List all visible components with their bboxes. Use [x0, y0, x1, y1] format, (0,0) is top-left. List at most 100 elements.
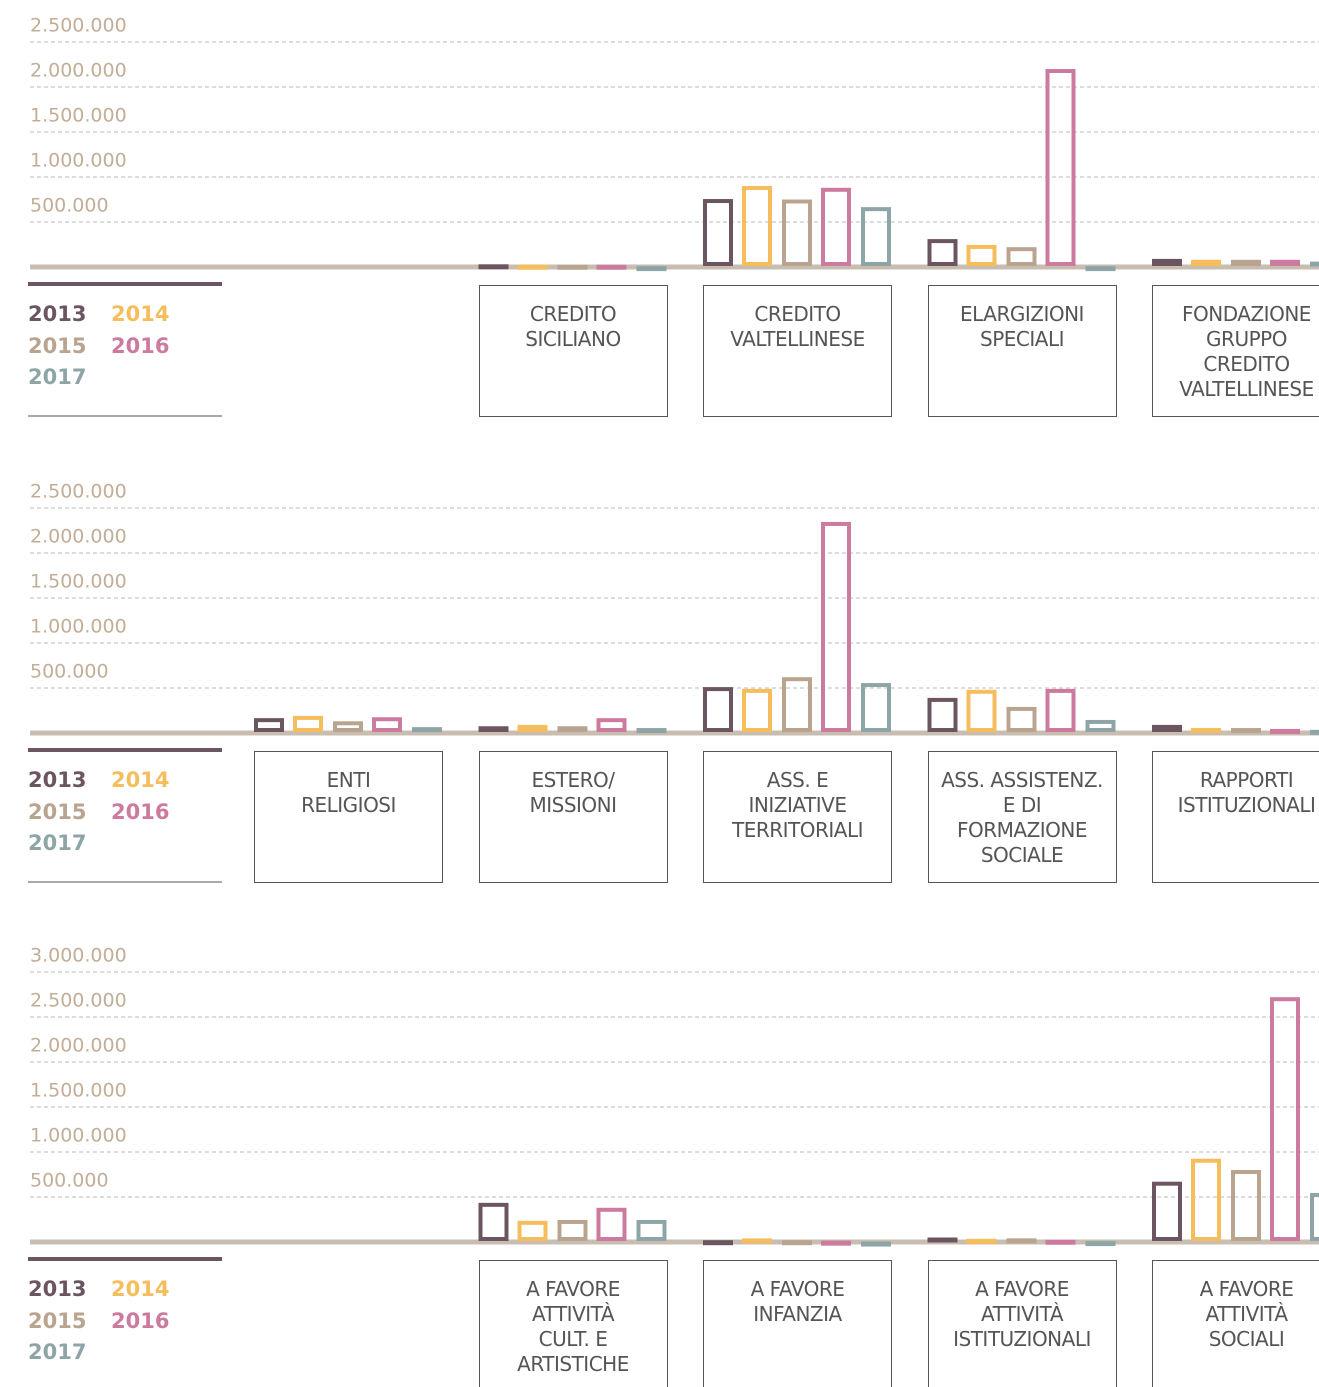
category-label: RAPPORTI ISTITUZIONALI	[1152, 751, 1319, 883]
legend-entry: 2015	[28, 800, 87, 824]
bar	[412, 727, 442, 733]
bar	[821, 1240, 851, 1246]
legend-entry: 2013	[28, 768, 87, 792]
bar	[742, 186, 772, 266]
bar	[1191, 1158, 1221, 1241]
bar	[1006, 706, 1037, 733]
bar	[517, 1220, 548, 1241]
bar	[1152, 724, 1182, 733]
legend-entry: 2015	[28, 334, 87, 358]
y-tick-label: 1.500.000	[30, 571, 127, 593]
bar	[254, 718, 284, 733]
bar	[293, 715, 323, 733]
y-tick-label: 1.000.000	[30, 150, 127, 172]
bar	[596, 264, 627, 270]
y-tick-label: 1.500.000	[30, 105, 127, 127]
bar	[742, 1238, 772, 1244]
bar	[478, 1202, 509, 1241]
legend-entry: 2015	[28, 1309, 87, 1333]
legend-entry: 2016	[111, 800, 170, 824]
bar	[1152, 258, 1182, 266]
bar	[557, 726, 588, 732]
bar	[861, 683, 891, 732]
category-label: CREDITO SICILIANO	[478, 285, 668, 417]
bar	[927, 239, 958, 267]
bar	[1045, 69, 1076, 266]
y-tick-label: 500.000	[30, 661, 109, 683]
y-tick-label: 2.500.000	[30, 15, 127, 37]
bar	[927, 697, 958, 733]
category-label: ENTI RELIGIOSI	[254, 751, 443, 883]
bar	[782, 1240, 812, 1246]
bar	[1152, 1181, 1182, 1241]
legend-entry: 2017	[28, 831, 87, 855]
bar	[1006, 1238, 1037, 1244]
bar	[782, 677, 812, 733]
bar	[1191, 259, 1221, 266]
category-label: ASS. ASSISTENZ. E DI FORMAZIONE SOCIALE	[927, 751, 1117, 883]
legend-entry: 2014	[111, 1277, 170, 1301]
bar	[1045, 688, 1076, 733]
legend-entry: 2013	[28, 1277, 87, 1301]
bar	[703, 1240, 733, 1246]
bar	[478, 264, 509, 270]
bar	[966, 244, 997, 266]
bar	[782, 199, 812, 266]
bar	[636, 728, 667, 734]
legend-entry: 2014	[111, 302, 170, 326]
bar	[1310, 261, 1319, 267]
category-label: ASS. E INIZIATIVE TERRITORIALI	[703, 751, 892, 883]
category-label: A FAVORE INFANZIA	[703, 1260, 892, 1387]
legend-entry: 2014	[111, 768, 170, 792]
category-label: A FAVORE ATTIVITÀ ISTITUZIONALI	[927, 1260, 1117, 1387]
category-label: A FAVORE ATTIVITÀ CULT. E ARTISTICHE	[478, 1260, 668, 1387]
y-tick-label: 2.000.000	[30, 526, 127, 548]
category-label: CREDITO VALTELLINESE	[703, 285, 892, 417]
bar	[1045, 1239, 1076, 1245]
bar	[966, 1238, 997, 1244]
y-tick-label: 500.000	[30, 1170, 109, 1192]
bar	[1085, 1241, 1116, 1247]
bar	[1191, 728, 1221, 734]
bar	[742, 688, 772, 733]
legend-entry: 2017	[28, 1340, 87, 1364]
legend-entry: 2016	[111, 1309, 170, 1333]
bar	[1231, 728, 1261, 734]
y-tick-label: 1.000.000	[30, 616, 127, 638]
y-tick-label: 3.000.000	[30, 945, 127, 967]
y-tick-label: 2.500.000	[30, 481, 127, 503]
bar	[703, 687, 733, 732]
bar	[557, 264, 588, 270]
bar	[1310, 1192, 1319, 1241]
bar	[517, 724, 548, 733]
legend-entry: 2016	[111, 334, 170, 358]
bar	[1085, 719, 1116, 733]
bar	[821, 521, 851, 733]
category-label: FONDAZIONE GRUPPO CREDITO VALTELLINESE	[1152, 285, 1319, 417]
bar	[1006, 247, 1037, 266]
bar	[821, 187, 851, 266]
category-label: ESTERO/ MISSIONI	[478, 751, 668, 883]
bar	[517, 264, 548, 270]
y-tick-label: 1.000.000	[30, 1125, 127, 1147]
bar	[636, 1219, 667, 1241]
bar	[1310, 729, 1319, 735]
y-tick-label: 2.000.000	[30, 60, 127, 82]
bar	[478, 726, 509, 732]
bar	[557, 1219, 588, 1241]
bar	[703, 199, 733, 267]
bar	[1270, 728, 1300, 734]
bar	[596, 718, 627, 733]
category-label: ELARGIZIONI SPECIALI	[927, 285, 1117, 417]
legend-entry: 2017	[28, 365, 87, 389]
bar	[966, 689, 997, 732]
bar	[1270, 259, 1300, 266]
bar	[372, 717, 402, 732]
bar	[636, 266, 667, 272]
bar	[861, 1241, 891, 1247]
bar	[1270, 997, 1300, 1242]
bar	[1085, 266, 1116, 272]
y-tick-label: 500.000	[30, 195, 109, 217]
